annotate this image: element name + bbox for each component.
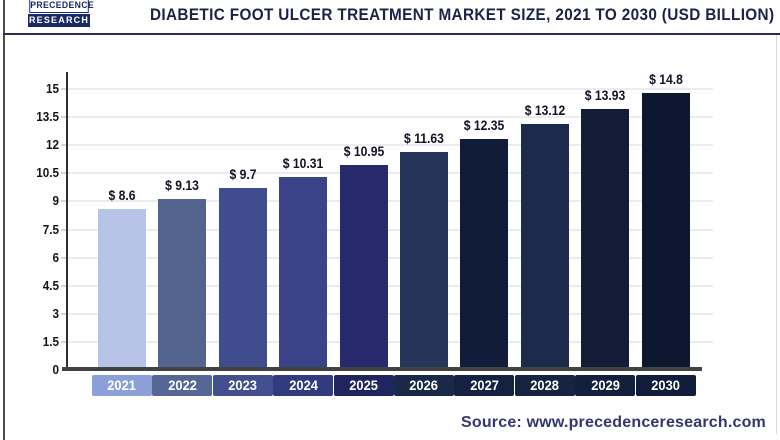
tick-mark-10.5 (61, 172, 68, 175)
bar-value-2023: $ 9.7 (229, 167, 257, 183)
tick-mark-6 (61, 256, 68, 259)
bar-value-2027: $ 12.35 (464, 117, 505, 133)
bar-chart: 0 1.5 3 4.5 6 7.5 9 10.5 12 13.5 15 $ 8.6 2021 $ 9.13… (0, 34, 780, 406)
bar-2024 (279, 176, 328, 370)
bar-value-2024: $ 10.31 (282, 155, 324, 171)
bar-value-2021: $ 8.6 (108, 187, 136, 203)
bar-value-2026: $ 11.63 (404, 131, 444, 147)
tick-mark-1.5 (61, 340, 68, 343)
bar-value-2029: $ 13.93 (584, 88, 626, 104)
x-axis-label-2025: 2025 (333, 375, 394, 396)
tick-mark-13.5 (61, 116, 68, 119)
y-tick-label-3: 3 (52, 305, 59, 321)
x-axis-line (62, 367, 702, 371)
x-axis-label-2029: 2029 (575, 375, 636, 396)
x-axis-label-2023: 2023 (212, 375, 273, 396)
tick-mark-12 (61, 144, 68, 147)
logo-text-research: RESEARCH (28, 14, 90, 27)
tick-mark-9 (61, 200, 68, 203)
bar-2021 (98, 208, 146, 370)
y-tick-label-0: 0 (52, 362, 59, 377)
gridline-15 (62, 88, 713, 90)
x-axis-label-2028: 2028 (514, 375, 575, 396)
tick-mark-15 (61, 88, 68, 90)
logo-text-precedence: PRECEDENCE (29, 0, 94, 13)
bar-2026 (400, 152, 448, 370)
y-tick-label-12: 12 (45, 137, 59, 153)
bar-value-2030: $ 14.8 (648, 71, 683, 87)
x-axis-label-2022: 2022 (152, 375, 213, 396)
x-axis-label-2024: 2024 (273, 375, 334, 396)
bar-value-2028: $ 13.12 (524, 103, 566, 119)
y-tick-label-9: 9 (52, 193, 59, 209)
bar-2025 (339, 164, 388, 370)
chart-title: DIABETIC FOOT ULCER TREATMENT MARKET SIZ… (150, 5, 775, 24)
y-tick-label-10.5: 10.5 (36, 165, 59, 181)
gridline-12 (62, 144, 713, 147)
y-tick-label-13.5: 13.5 (36, 109, 59, 125)
y-tick-label-15: 15 (45, 81, 59, 96)
left-border-line (3, 0, 5, 440)
bar-2023 (218, 188, 267, 370)
tick-mark-3 (61, 312, 68, 315)
y-tick-label-4.5: 4.5 (42, 277, 59, 293)
bar-2022 (158, 198, 207, 370)
x-axis-label-2021: 2021 (92, 375, 152, 396)
tick-mark-7.5 (61, 228, 68, 231)
bar-2029 (581, 109, 630, 370)
header-divider (3, 33, 780, 35)
bar-2027 (460, 138, 509, 370)
right-border-line (776, 34, 777, 434)
x-axis-label-2026: 2026 (394, 375, 454, 396)
y-tick-label-1.5: 1.5 (42, 333, 59, 349)
y-tick-label-7.5: 7.5 (42, 221, 59, 237)
bar-2030 (641, 92, 690, 370)
bar-2028 (520, 124, 569, 370)
x-axis-label-2030: 2030 (635, 375, 696, 396)
precedence-research-logo: PRECEDENCE RESEARCH (28, 0, 94, 27)
source-text: Source: www.precedenceresearch.com (460, 414, 766, 431)
tick-mark-4.5 (61, 284, 68, 287)
bar-value-2025: $ 10.95 (343, 143, 384, 159)
y-tick-label-6: 6 (52, 249, 59, 265)
gridline-13.5 (62, 116, 713, 119)
x-axis-label-2027: 2027 (454, 375, 515, 396)
bar-value-2022: $ 9.13 (165, 177, 200, 193)
y-axis-line (66, 72, 68, 370)
